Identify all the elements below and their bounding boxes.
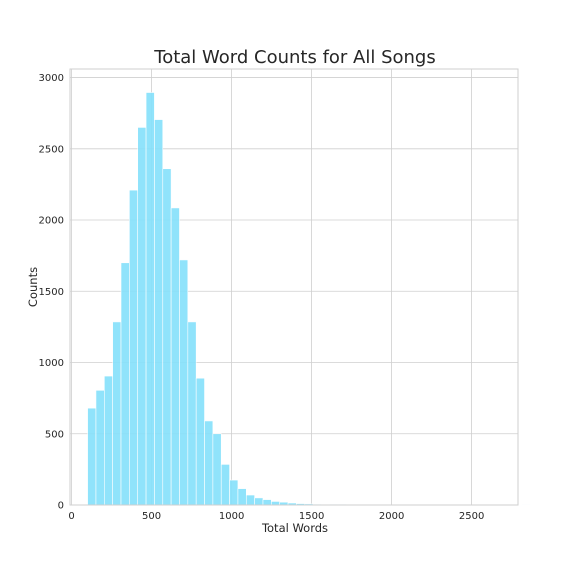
y-axis-label: Counts xyxy=(26,267,40,307)
x-tick-label: 2500 xyxy=(459,511,484,522)
chart-title: Total Word Counts for All Songs xyxy=(153,47,435,68)
histogram-bar xyxy=(187,321,197,506)
y-tick-label: 1000 xyxy=(39,358,64,369)
y-tick-label: 3000 xyxy=(39,73,64,84)
histogram-bar xyxy=(254,497,264,506)
x-tick-label: 500 xyxy=(142,511,161,522)
histogram-bar xyxy=(87,407,97,506)
histogram-bar xyxy=(179,259,189,506)
histogram-bar xyxy=(162,168,172,506)
y-tick-label: 2000 xyxy=(39,216,64,227)
plot-frame xyxy=(69,68,519,506)
histogram-bar xyxy=(129,189,139,506)
histogram-bar xyxy=(195,377,205,506)
x-tick-label: 1000 xyxy=(219,511,244,522)
histogram-bar xyxy=(170,207,180,506)
histogram-bar xyxy=(521,504,531,506)
y-tick-labels: 0 500 1000 1500 2000 2500 3000 xyxy=(39,73,64,511)
histogram-bar xyxy=(112,321,122,506)
histogram-bar xyxy=(95,390,105,506)
histogram-bar xyxy=(262,499,272,506)
histogram-bar xyxy=(212,433,222,506)
histogram-bar xyxy=(237,488,247,506)
histogram-bar xyxy=(271,501,280,506)
histogram-bar xyxy=(154,119,164,506)
histogram-bar xyxy=(145,92,155,506)
histogram-bar xyxy=(245,494,255,506)
histogram-bar xyxy=(229,479,239,506)
histogram-bar xyxy=(220,464,230,506)
histogram-bar xyxy=(120,262,130,506)
y-tick-label: 500 xyxy=(45,429,64,440)
histogram-bar xyxy=(104,375,113,506)
x-tick-label: 1500 xyxy=(299,511,324,522)
x-tick-labels: 0 500 1000 1500 2000 2500 xyxy=(68,511,484,522)
x-axis-label: Total Words xyxy=(261,521,328,535)
histogram-bar xyxy=(204,420,214,506)
x-tick-label: 2000 xyxy=(379,511,404,522)
x-tick-label: 0 xyxy=(68,511,74,522)
histogram-bar xyxy=(137,127,147,506)
bars-layer xyxy=(87,92,531,506)
y-tick-label: 1500 xyxy=(39,287,64,298)
y-tick-label: 2500 xyxy=(39,144,64,155)
y-tick-label: 0 xyxy=(58,501,64,512)
